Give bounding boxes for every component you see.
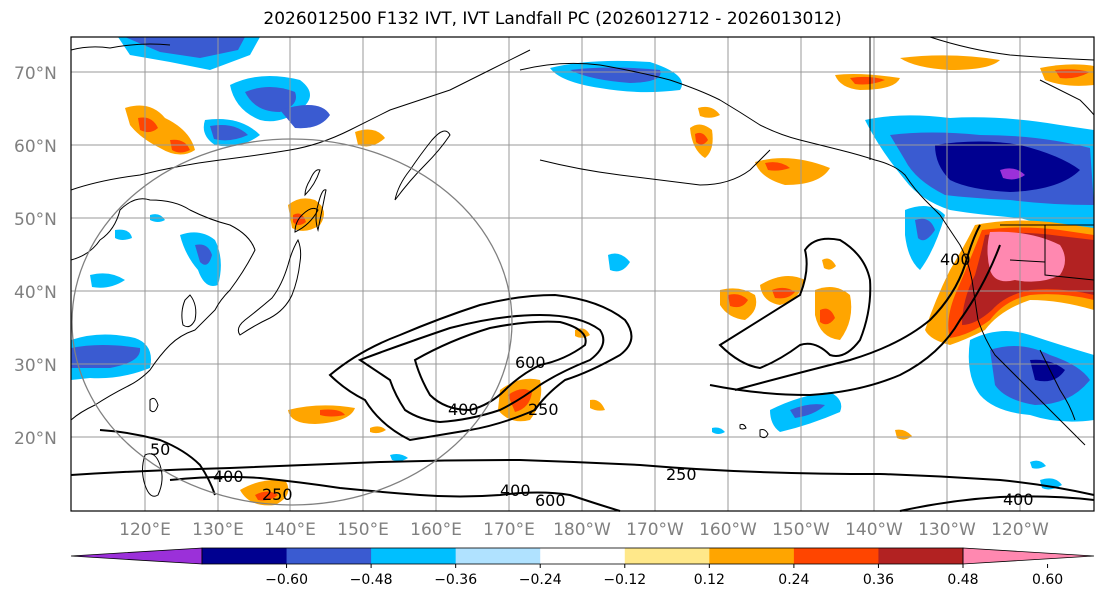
contour-label: 400	[1003, 490, 1034, 509]
lon-label: 160°W	[699, 520, 757, 540]
colorbar-tick-label: −0.48	[350, 572, 393, 588]
colorbar-segment	[709, 548, 795, 564]
contour-label: 250	[666, 465, 697, 484]
ivt-contours	[70, 224, 1095, 512]
lon-label: 150°E	[337, 520, 389, 540]
lat-label: 60°N	[14, 137, 57, 157]
colorbar-tick-label: 0.48	[947, 572, 978, 588]
colorbar-tick-label: −0.36	[434, 572, 477, 588]
lon-label: 120°W	[991, 520, 1049, 540]
lon-label: 140°W	[845, 520, 903, 540]
colorbar-tick-label: −0.24	[519, 572, 562, 588]
contour-label: 600	[515, 353, 546, 372]
lon-label: 130°W	[918, 520, 976, 540]
contour-label: 400	[448, 400, 479, 419]
lon-label: 160°E	[410, 520, 462, 540]
colorbar-segment	[371, 548, 457, 564]
contour-label: 400	[213, 467, 244, 486]
lat-label: 30°N	[14, 356, 57, 376]
lat-label: 50°N	[14, 210, 57, 230]
contour-label: 400	[500, 481, 531, 500]
ivt-shading	[71, 37, 1094, 506]
colorbar-segment	[878, 548, 964, 564]
lat-label: 40°N	[14, 283, 57, 303]
colorbar-tick-label: 0.36	[863, 572, 894, 588]
coastlines	[70, 36, 1095, 497]
colorbar-extension-min	[70, 547, 203, 565]
contour-label: 400	[940, 250, 971, 269]
colorbar: −0.60 −0.48 −0.36 −0.24 −0.12 0.12 0.24 0.36 0.4…	[70, 547, 1095, 588]
contour-labels: 600 400 250 400 250 400 600 250 400 400 …	[150, 250, 1034, 510]
contour-label: 50	[150, 440, 170, 459]
lon-label: 130°E	[192, 520, 244, 540]
colorbar-tick-label: −0.12	[603, 572, 646, 588]
colorbar-segment	[540, 548, 626, 564]
colorbar-tick-label: −0.60	[265, 572, 308, 588]
latitude-labels: 70°N 60°N 50°N 40°N 30°N 20°N	[14, 64, 57, 449]
colorbar-extension-max	[962, 547, 1095, 565]
lon-label: 140°E	[264, 520, 316, 540]
contour-label: 250	[528, 400, 559, 419]
lon-label: 120°E	[119, 520, 171, 540]
contour-label: 600	[535, 491, 566, 510]
lon-label: 170°E	[483, 520, 535, 540]
contour-label: 250	[262, 485, 293, 504]
lon-label: 170°W	[626, 520, 684, 540]
map-title: 2026012500 F132 IVT, IVT Landfall PC (20…	[263, 9, 842, 29]
lon-label: 180°W	[553, 520, 611, 540]
colorbar-tick-label: 0.12	[694, 572, 725, 588]
lat-label: 20°N	[14, 429, 57, 449]
graticule	[71, 37, 1094, 511]
colorbar-segment	[202, 548, 288, 564]
colorbar-tick-label: 0.60	[1032, 572, 1063, 588]
colorbar-segment	[455, 548, 541, 564]
colorbar-tick-label: 0.24	[778, 572, 809, 588]
lat-label: 70°N	[14, 64, 57, 84]
colorbar-outline	[201, 547, 964, 565]
colorbar-segment	[793, 548, 879, 564]
colorbar-segment	[286, 548, 372, 564]
reference-circle	[71, 138, 513, 506]
colorbar-segment	[624, 548, 710, 564]
longitude-labels: 120°E 130°E 140°E 150°E 160°E 170°E 180°…	[119, 520, 1049, 540]
lon-label: 150°W	[772, 520, 830, 540]
map-frame	[70, 36, 1095, 512]
